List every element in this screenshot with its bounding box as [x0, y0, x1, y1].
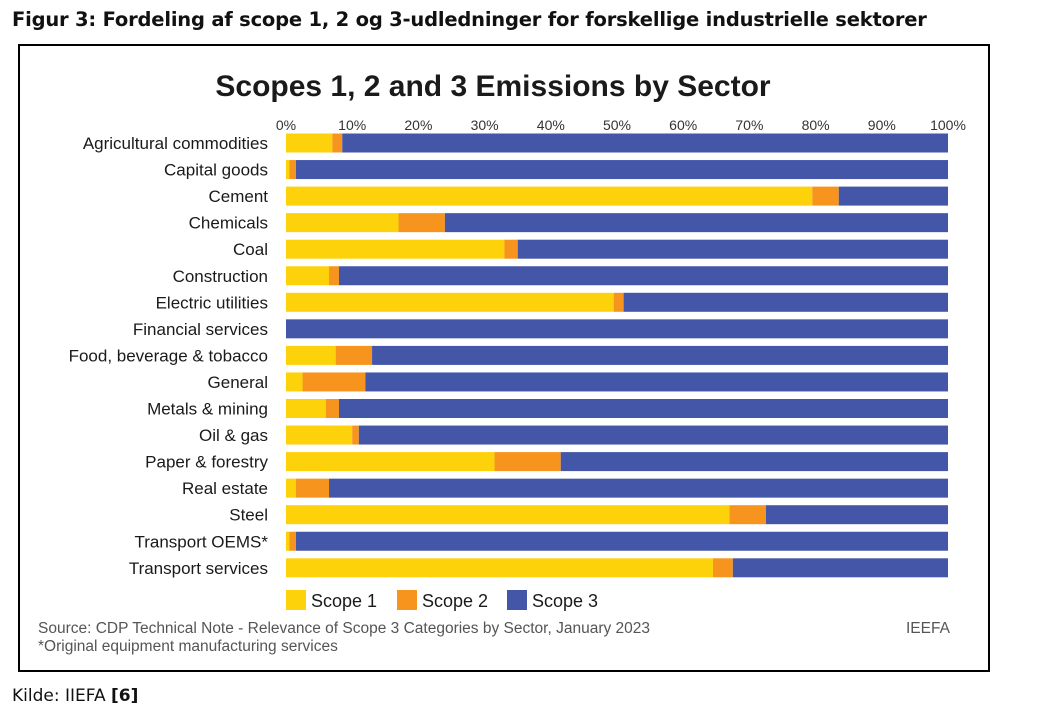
bar-segment-scope-1 — [286, 266, 330, 286]
bar-segment-scope-1 — [286, 531, 290, 551]
source-note: Source: CDP Technical Note - Relevance o… — [38, 620, 651, 637]
bar-segment-scope-3 — [342, 133, 948, 153]
x-tick-label: 80% — [802, 117, 830, 133]
chart-frame — [18, 44, 990, 672]
bar-segment-scope-1 — [286, 345, 336, 365]
bar-segment-scope-1 — [286, 213, 399, 233]
bar-segment-scope-3 — [338, 266, 949, 286]
bar-segment-scope-2 — [494, 452, 561, 472]
category-label: Food, beverage & tobacco — [69, 346, 268, 365]
bar-segment-scope-1 — [286, 452, 495, 472]
bar-segment-scope-2 — [504, 239, 518, 259]
bar-segment-scope-2 — [352, 425, 359, 445]
source-reference: Kilde: IIEFA [6] — [12, 686, 138, 706]
category-label: Agricultural commodities — [83, 134, 268, 153]
x-tick-label: 40% — [537, 117, 565, 133]
bar-segment-scope-3 — [329, 478, 948, 498]
bar-segment-scope-1 — [286, 133, 333, 153]
bar-segment-scope-1 — [286, 478, 296, 498]
category-label: Metals & mining — [147, 400, 268, 419]
legend-swatch-scope-1 — [286, 590, 306, 610]
source-reference-number: [6] — [111, 686, 139, 706]
category-label: Transport services — [129, 559, 268, 578]
bar-segment-scope-1 — [286, 505, 730, 525]
bar-segment-scope-2 — [812, 186, 839, 206]
legend-label: Scope 3 — [532, 591, 598, 611]
bar-segment-scope-3 — [358, 425, 948, 445]
bar-segment-scope-2 — [729, 505, 766, 525]
x-tick-label: 90% — [868, 117, 896, 133]
bar-segment-scope-1 — [286, 186, 813, 206]
x-tick-label: 0% — [276, 117, 296, 133]
footnote: *Original equipment manufacturing servic… — [38, 638, 338, 655]
category-label: Electric utilities — [156, 293, 268, 312]
category-label: Chemicals — [189, 214, 268, 233]
category-label: General — [208, 373, 268, 392]
legend-swatch-scope-3 — [507, 590, 527, 610]
x-tick-label: 10% — [338, 117, 366, 133]
chart-title: Scopes 1, 2 and 3 Emissions by Sector — [215, 70, 771, 103]
bar-segment-scope-2 — [613, 292, 624, 312]
bar-segment-scope-3 — [517, 239, 948, 259]
category-label: Real estate — [182, 479, 268, 498]
bar-segment-scope-3 — [372, 345, 948, 365]
figure-caption: Figur 3: Fordeling af scope 1, 2 og 3-ud… — [12, 8, 927, 31]
bar-segment-scope-3 — [286, 319, 948, 339]
category-label: Construction — [173, 267, 268, 286]
bar-segment-scope-2 — [289, 160, 296, 180]
category-label: Coal — [233, 240, 268, 259]
x-tick-label: 20% — [404, 117, 432, 133]
legend-label: Scope 1 — [311, 591, 377, 611]
bar-segment-scope-1 — [286, 372, 303, 392]
legend-label: Scope 2 — [422, 591, 488, 611]
category-label: Capital goods — [164, 161, 268, 180]
bar-segment-scope-2 — [325, 399, 339, 418]
bar-segment-scope-2 — [302, 372, 366, 392]
bar-segment-scope-2 — [398, 213, 445, 233]
bar-segment-scope-1 — [286, 425, 353, 445]
bar-segment-scope-3 — [338, 399, 949, 418]
x-tick-label: 100% — [930, 117, 966, 133]
bar-segment-scope-3 — [838, 186, 948, 206]
bar-segment-scope-2 — [289, 531, 296, 551]
bar-segment-scope-1 — [286, 399, 326, 418]
bar-segment-scope-3 — [295, 160, 948, 180]
category-label: Cement — [208, 187, 268, 206]
brand-label: IEEFA — [906, 620, 950, 637]
category-label: Transport OEMS* — [134, 532, 268, 551]
bar-segment-scope-3 — [365, 372, 948, 392]
bar-segment-scope-3 — [444, 213, 948, 233]
bar-segment-scope-3 — [623, 292, 948, 312]
category-label: Oil & gas — [199, 426, 268, 445]
bar-segment-scope-3 — [560, 452, 948, 472]
bar-segment-scope-2 — [332, 133, 343, 153]
x-tick-label: 30% — [471, 117, 499, 133]
source-reference-text: Kilde: IIEFA — [12, 686, 111, 706]
bar-segment-scope-1 — [286, 160, 290, 180]
bar-segment-scope-3 — [732, 558, 948, 578]
category-label: Financial services — [133, 320, 268, 339]
category-label: Paper & forestry — [145, 453, 268, 472]
bar-segment-scope-2 — [712, 558, 733, 578]
bar-segment-scope-3 — [295, 531, 948, 551]
bar-segment-scope-2 — [335, 345, 373, 365]
legend-swatch-scope-2 — [397, 590, 417, 610]
bar-segment-scope-1 — [286, 558, 713, 578]
bar-segment-scope-1 — [286, 292, 614, 312]
bar-segment-scope-3 — [765, 505, 948, 525]
x-tick-label: 50% — [603, 117, 631, 133]
bar-segment-scope-2 — [329, 266, 339, 286]
bar-segment-scope-2 — [295, 478, 330, 498]
category-label: Steel — [229, 506, 268, 525]
bar-segment-scope-1 — [286, 239, 505, 259]
x-tick-label: 60% — [669, 117, 697, 133]
x-tick-label: 70% — [735, 117, 763, 133]
